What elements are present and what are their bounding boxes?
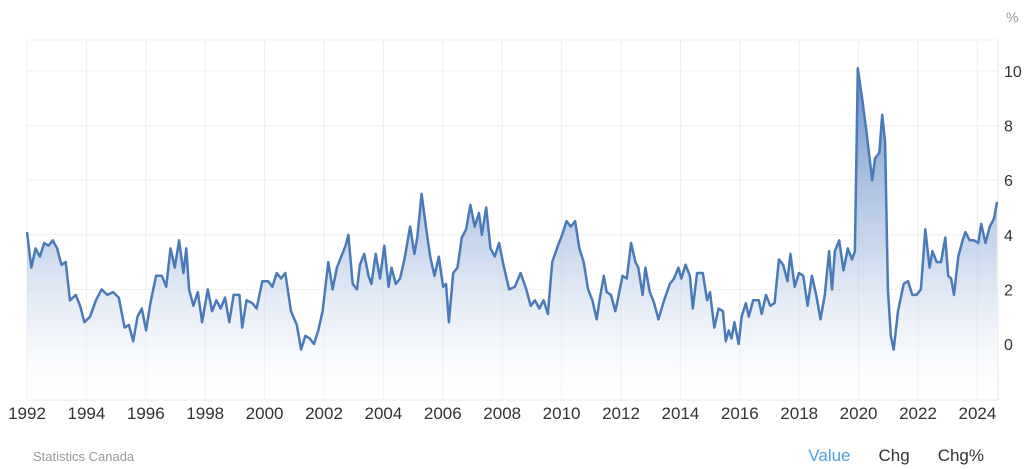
x-tick-label: 2004 <box>364 404 402 423</box>
x-tick-label: 2024 <box>958 404 996 423</box>
line-chart: 0 2 4 6 8 10 1992 1994 1996 1998 2000 2002 2004 2006… <box>8 9 1022 423</box>
y-tick-label: 8 <box>1004 119 1013 136</box>
area-fill <box>27 68 997 401</box>
x-tick-label: 2016 <box>721 404 759 423</box>
x-tick-label: 2008 <box>483 404 521 423</box>
x-tick-label: 2018 <box>780 404 818 423</box>
x-tick-label: 2002 <box>305 404 343 423</box>
x-tick-label: 2010 <box>543 404 581 423</box>
y-tick-label: 10 <box>1004 64 1022 81</box>
source-label: Statistics Canada <box>33 449 135 464</box>
x-tick-label: 2000 <box>246 404 284 423</box>
toggle-chg-percent[interactable]: Chg% <box>937 446 984 465</box>
x-tick-label: 1998 <box>186 404 224 423</box>
x-tick-label: 1992 <box>8 404 46 423</box>
view-toggle-group: Value Chg Chg% <box>808 446 984 466</box>
x-tick-label: 2006 <box>424 404 462 423</box>
y-axis: 0 2 4 6 8 10 <box>1004 64 1022 354</box>
x-tick-label: 2020 <box>840 404 878 423</box>
x-tick-label: 1996 <box>127 404 165 423</box>
y-tick-label: 4 <box>1004 228 1013 245</box>
x-tick-label: 2012 <box>602 404 640 423</box>
x-tick-label: 2014 <box>661 404 699 423</box>
toggle-chg[interactable]: Chg <box>878 446 910 465</box>
y-axis-unit: % <box>1006 9 1018 25</box>
x-tick-label: 1994 <box>67 404 105 423</box>
y-tick-label: 6 <box>1004 173 1013 190</box>
data-line[interactable] <box>25 67 999 351</box>
y-tick-label: 0 <box>1004 337 1013 354</box>
y-tick-label: 2 <box>1004 282 1013 299</box>
toggle-value[interactable]: Value <box>808 446 851 465</box>
x-axis: 1992 1994 1996 1998 2000 2002 2004 2006 2008 2010… <box>8 404 996 423</box>
x-tick-label: 2022 <box>899 404 937 423</box>
